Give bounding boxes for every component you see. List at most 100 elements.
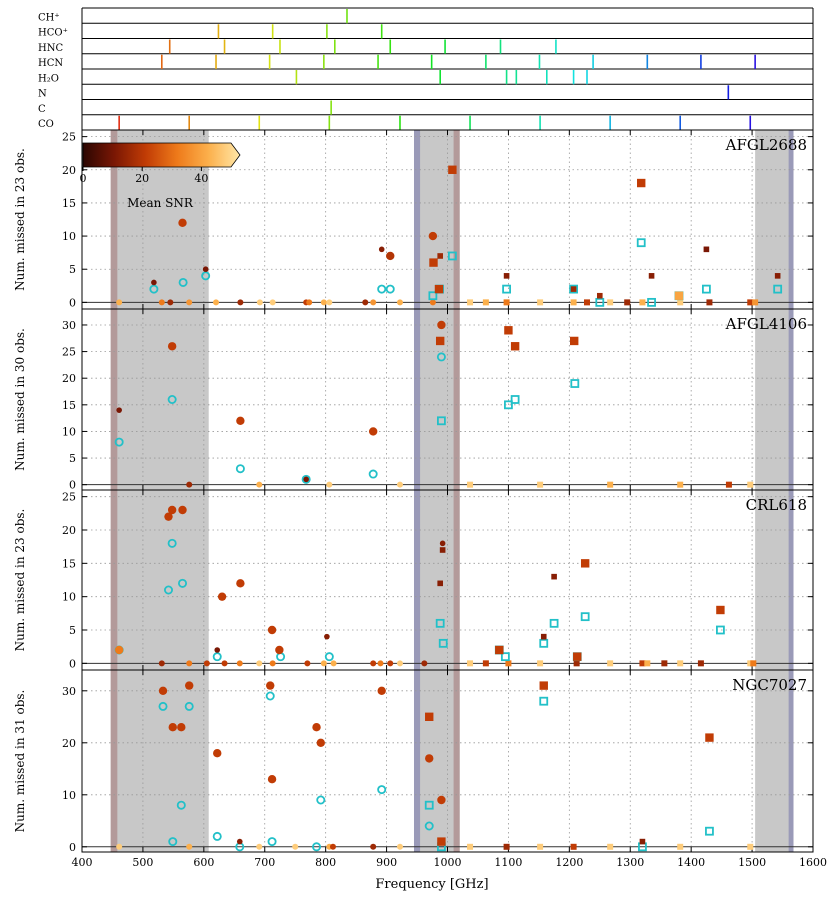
panel-NGC7027: 0 10 20 30 Num. missed in 31 obs. NGC7027 <box>13 669 814 854</box>
marker-open <box>570 379 580 388</box>
marker-zero <box>482 660 489 667</box>
marker-zero <box>467 299 474 306</box>
marker-zero <box>747 843 754 850</box>
y-tick-label: 10 <box>62 591 76 604</box>
marker-open <box>312 842 322 852</box>
marker-filled <box>151 279 157 286</box>
marker-filled <box>439 547 446 553</box>
marker-filled <box>580 559 590 568</box>
marker-filled <box>703 246 710 253</box>
marker-open <box>265 691 275 701</box>
y-tick-label: 15 <box>62 197 76 210</box>
marker-zero <box>537 843 544 850</box>
marker-filled <box>217 592 227 601</box>
shaded-band-edge <box>110 670 118 852</box>
marker-zero <box>213 299 220 306</box>
marker-open <box>428 291 438 301</box>
marker-filled <box>167 342 177 351</box>
panels: 0 5 10 15 20 25 Num. missed in 23 obs. AFGL2688… <box>13 129 814 854</box>
x-tick-label: 600 <box>193 856 214 869</box>
marker-filled <box>573 652 582 661</box>
y-tick-label: 0 <box>69 657 76 670</box>
marker-zero <box>467 481 474 488</box>
marker-zero <box>256 660 263 667</box>
marker-filled <box>648 273 655 279</box>
marker-zero <box>706 299 713 306</box>
marker-zero <box>482 299 489 306</box>
shaded-region <box>755 130 793 309</box>
colorbar-tick-label: 20 <box>135 172 149 185</box>
marker-open <box>539 696 549 706</box>
marker-zero <box>505 660 512 667</box>
y-tick-label: 5 <box>69 452 76 465</box>
y-tick-label: 20 <box>62 737 76 750</box>
x-tick-label: 1500 <box>738 856 766 869</box>
marker-filled <box>551 573 557 580</box>
marker-open <box>184 701 194 711</box>
marker-zero <box>362 299 369 306</box>
marker-filled <box>570 336 579 346</box>
y-tick-label: 20 <box>62 524 76 537</box>
marker-filled <box>168 723 177 732</box>
marker-zero <box>158 299 165 306</box>
marker-open <box>438 638 448 648</box>
marker-filled <box>428 231 438 241</box>
marker-zero <box>396 299 403 306</box>
marker-open <box>716 625 725 635</box>
marker-open <box>377 785 387 795</box>
marker-zero <box>330 660 337 667</box>
marker-open <box>502 284 511 294</box>
shaded-region <box>755 670 793 852</box>
marker-filled <box>236 416 245 425</box>
marker-open <box>178 277 188 287</box>
marker-zero <box>320 299 327 306</box>
marker-filled <box>437 320 446 330</box>
marker-zero <box>370 660 377 667</box>
marker-zero <box>570 843 577 850</box>
marker-filled <box>178 505 187 515</box>
marker-zero <box>677 843 684 850</box>
marker-filled <box>705 733 714 742</box>
marker-zero <box>661 660 668 667</box>
marker-zero <box>326 481 333 488</box>
marker-zero <box>236 660 243 667</box>
y-tick-label: 5 <box>69 624 76 637</box>
marker-filled <box>439 540 446 547</box>
marker-open <box>595 297 605 307</box>
marker-open <box>176 800 186 810</box>
marker-open <box>504 400 513 410</box>
marker-open <box>424 800 434 810</box>
marker-zero <box>186 843 193 850</box>
marker-filled <box>316 738 325 747</box>
marker-open <box>377 284 387 294</box>
marker-zero <box>186 299 193 306</box>
marker-open <box>647 297 656 307</box>
y-axis-label: Num. missed in 23 obs. <box>13 148 27 291</box>
y-tick-label: 5 <box>69 263 76 276</box>
marker-zero <box>167 299 174 306</box>
marker-open <box>267 837 277 847</box>
marker-open <box>580 612 590 622</box>
panel-name: CRL618 <box>746 496 807 514</box>
y-tick-label: 20 <box>62 164 76 177</box>
shaded-region <box>112 670 209 852</box>
shaded-region <box>755 309 793 490</box>
marker-open <box>201 271 211 281</box>
species-label: CO <box>38 119 54 130</box>
marker-filled <box>214 647 221 653</box>
x-axis: Frequency [GHz] 400 500 600 700 800 900 1000 11… <box>72 856 828 892</box>
marker-open <box>437 416 446 426</box>
marker-filled <box>275 645 284 655</box>
marker-filled <box>425 712 434 721</box>
species-label: HCN <box>38 58 63 69</box>
marker-zero <box>370 299 377 306</box>
marker-zero <box>537 481 544 488</box>
marker-filled <box>504 326 513 335</box>
y-axis-label: Num. missed in 31 obs. <box>13 690 27 833</box>
marker-open <box>636 238 646 248</box>
shaded-band-edge <box>413 130 421 309</box>
marker-open <box>167 538 177 548</box>
marker-open <box>500 652 510 662</box>
marker-zero <box>747 299 754 306</box>
line-strip: CH⁺ HCO⁺ HNC HCN H₂O NC CO <box>38 7 814 131</box>
